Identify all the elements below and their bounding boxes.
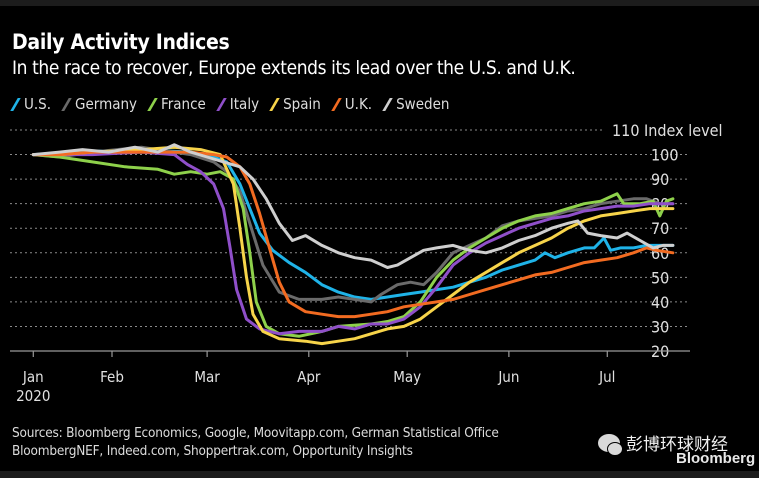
sources-line-2: BloombergNEF, Indeed.com, Shoppertrak.co…	[12, 443, 413, 459]
legend-label: Germany	[75, 95, 138, 113]
series-lines	[31, 143, 675, 346]
legend-item-france: France	[147, 95, 206, 113]
x-tick-label: Jan	[22, 368, 44, 386]
top-band	[0, 0, 759, 6]
watermark-text: 彭博环球财经	[626, 435, 728, 455]
x-tick-label: Jul	[598, 368, 615, 386]
x-axis: Jan Feb Mar Apr May Jun Jul 2020	[10, 350, 690, 405]
series-line-spain	[31, 145, 675, 346]
series-line-italy	[31, 150, 675, 336]
chart-subtitle: In the race to recover, Europe extends i…	[12, 57, 576, 79]
sources-note: Sources: Bloomberg Economics, Google, Mo…	[12, 424, 499, 460]
x-year-label: 2020	[16, 387, 50, 405]
legend-label: U.S.	[24, 95, 52, 113]
y-tick-label: 100	[651, 146, 678, 165]
x-tick-label: May	[393, 368, 421, 386]
series-line-france	[31, 153, 675, 338]
legend-item-uk: U.K.	[331, 95, 372, 113]
legend-label: France	[161, 95, 206, 113]
y-tick-label: 30	[651, 317, 669, 336]
y-tick-label: 70	[651, 219, 669, 238]
legend-item-germany: Germany	[61, 95, 137, 113]
watermark: 彭博环球财经	[598, 430, 728, 456]
bottom-band	[0, 471, 759, 478]
wechat-icon	[598, 433, 623, 456]
sources-line-1: Sources: Bloomberg Economics, Google, Mo…	[12, 425, 499, 441]
legend-label: Spain	[283, 95, 321, 113]
x-tick-label: Mar	[194, 368, 220, 386]
legend: U.S. Germany France Italy Spain U.K. Swe…	[10, 95, 449, 113]
y-tick-label: 90	[651, 170, 669, 189]
legend-item-sweden: Sweden	[382, 95, 449, 113]
y-tick-label: 50	[651, 268, 669, 287]
y-tick-label: 110 Index level	[612, 121, 722, 140]
chart-title: Daily Activity Indices	[12, 30, 230, 54]
series-line-sweden	[31, 143, 675, 269]
legend-item-spain: Spain	[269, 95, 321, 113]
x-tick-label: Feb	[100, 368, 124, 386]
y-tick-label: 40	[651, 293, 669, 312]
bloomberg-logo: Bloomberg	[676, 450, 756, 467]
legend-item-us: U.S.	[10, 95, 51, 113]
series-line-uk	[31, 150, 675, 319]
gridlines	[10, 129, 690, 327]
legend-label: Sweden	[396, 95, 450, 113]
legend-item-italy: Italy	[216, 95, 259, 113]
series-line-germany	[31, 145, 675, 304]
x-tick-label: Apr	[297, 368, 321, 386]
legend-label: U.K.	[344, 95, 373, 113]
x-tick-label: Jun	[497, 368, 519, 386]
legend-label: Italy	[229, 95, 260, 113]
